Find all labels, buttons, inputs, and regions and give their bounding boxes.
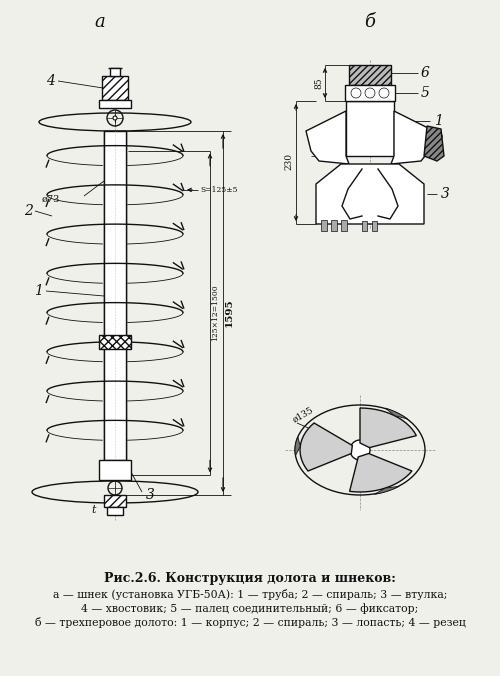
- Bar: [99, 335, 131, 349]
- Text: 230: 230: [284, 153, 294, 170]
- Polygon shape: [360, 408, 416, 448]
- Text: Рис.2.6. Конструкция долота и шнеков:: Рис.2.6. Конструкция долота и шнеков:: [104, 572, 396, 585]
- Polygon shape: [386, 408, 407, 419]
- Text: S=125±5: S=125±5: [200, 186, 237, 194]
- Text: 4 — хвостовик; 5 — палец соединительный; 6 — фиксатор;: 4 — хвостовик; 5 — палец соединительный;…: [82, 603, 418, 614]
- Text: б — трехперовое долото: 1 — корпус; 2 — спираль; 3 — лопасть; 4 — резец: б — трехперовое долото: 1 — корпус; 2 — …: [34, 617, 466, 628]
- Text: ø73: ø73: [42, 195, 60, 203]
- Text: 125×12=1500: 125×12=1500: [211, 285, 219, 341]
- Polygon shape: [306, 111, 349, 164]
- Bar: [104, 131, 126, 460]
- Polygon shape: [350, 454, 412, 492]
- Polygon shape: [391, 111, 434, 164]
- Polygon shape: [424, 126, 444, 161]
- Text: 3: 3: [440, 187, 450, 201]
- Text: 2: 2: [434, 134, 442, 148]
- Text: а — шнек (установка УГБ-50А): 1 — труба; 2 — спираль; 3 — втулка;: а — шнек (установка УГБ-50А): 1 — труба;…: [53, 589, 447, 600]
- Bar: [102, 76, 128, 100]
- Bar: [362, 221, 367, 231]
- Text: 1: 1: [434, 114, 442, 128]
- Text: 5: 5: [420, 86, 430, 100]
- Bar: [341, 220, 347, 231]
- Text: а: а: [94, 13, 106, 31]
- Bar: [99, 100, 131, 108]
- Text: 3: 3: [146, 488, 154, 502]
- Bar: [331, 220, 337, 231]
- Bar: [321, 220, 327, 231]
- Circle shape: [350, 440, 370, 460]
- Text: 4: 4: [46, 74, 54, 88]
- Bar: [346, 101, 394, 156]
- Polygon shape: [300, 423, 352, 471]
- Text: б: б: [364, 13, 376, 31]
- Circle shape: [113, 116, 117, 120]
- Text: 2: 2: [24, 204, 32, 218]
- Text: 6: 6: [420, 66, 430, 80]
- Polygon shape: [374, 486, 399, 494]
- Bar: [104, 131, 126, 460]
- Polygon shape: [295, 437, 300, 456]
- Text: 1595: 1595: [224, 299, 234, 327]
- Bar: [99, 460, 131, 480]
- Text: ø135: ø135: [291, 406, 315, 425]
- Bar: [107, 507, 123, 515]
- Bar: [110, 68, 120, 76]
- Text: 85: 85: [314, 77, 324, 89]
- Text: 1: 1: [34, 284, 42, 298]
- Bar: [345, 85, 395, 101]
- Bar: [349, 65, 391, 85]
- Text: t: t: [92, 505, 96, 515]
- Bar: [372, 221, 377, 231]
- Bar: [104, 495, 126, 507]
- Polygon shape: [316, 164, 424, 224]
